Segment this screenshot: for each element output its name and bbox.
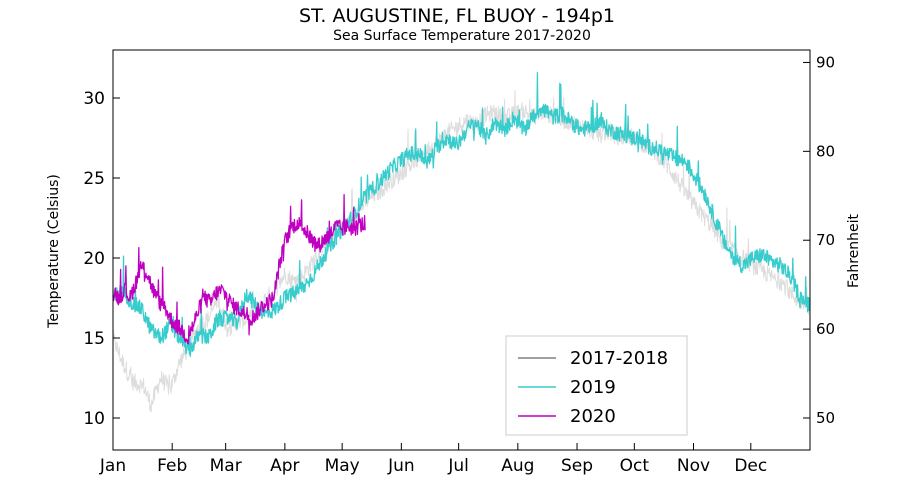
y-tick-label: 20 — [83, 249, 105, 269]
y-tick-label: 25 — [83, 169, 105, 189]
y-right-tick-label: 90 — [816, 53, 835, 71]
legend-label-2019: 2019 — [570, 377, 616, 398]
legend-label-2017-2018: 2017-2018 — [570, 348, 668, 369]
x-tick-label: Oct — [620, 456, 650, 476]
chart-subtitle: Sea Surface Temperature 2017-2020 — [333, 28, 591, 44]
plot-area — [112, 71, 811, 413]
x-tick-label: Dec — [734, 456, 767, 476]
x-tick-label: Jan — [99, 456, 126, 476]
x-tick-label: Jul — [447, 456, 469, 476]
legend: 2017-2018 2019 2020 — [505, 335, 688, 436]
y-right-tick-label: 70 — [816, 231, 835, 249]
y-tick-label: 15 — [83, 329, 105, 349]
plot-frame — [112, 49, 811, 451]
chart-title: ST. AUGUSTINE, FL BUOY - 194p1 — [299, 5, 615, 27]
legend-box — [505, 335, 688, 436]
y-tick-label: 10 — [83, 409, 105, 429]
y-right-tick-label: 60 — [816, 320, 835, 338]
x-tick-label: Feb — [157, 456, 187, 476]
x-tick-label: Apr — [270, 456, 299, 476]
x-tick-label: Mar — [210, 456, 242, 476]
y-axis-label-right: Fahrenheit — [846, 213, 862, 288]
x-tick-label: May — [325, 456, 360, 476]
y-right-tick-label: 80 — [816, 142, 835, 160]
y-right-tick-label: 50 — [816, 409, 835, 427]
x-tick-label: Sep — [561, 456, 593, 476]
x-tick-label: Jun — [387, 456, 415, 476]
x-tick-label: Nov — [677, 456, 710, 476]
x-tick-label: Aug — [501, 456, 534, 476]
y-tick-label: 30 — [83, 89, 105, 109]
axes: 10 15 20 25 30 50 60 70 80 90 Jan Feb Mar Apr May Jun Ju… — [83, 49, 835, 476]
y-axis-label: Temperature (Celsius) — [46, 174, 62, 329]
series-line-2017-2018 — [112, 90, 811, 413]
legend-label-2020: 2020 — [570, 406, 616, 427]
series-line-2020 — [112, 194, 366, 345]
series-line-2019 — [112, 71, 811, 357]
